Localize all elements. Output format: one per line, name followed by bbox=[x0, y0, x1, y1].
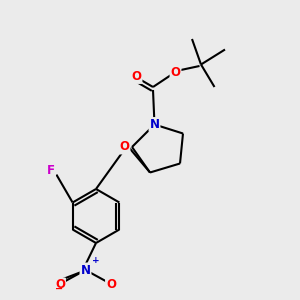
Text: O: O bbox=[55, 278, 65, 292]
Text: O: O bbox=[106, 278, 116, 292]
Text: N: N bbox=[149, 118, 160, 131]
Text: O: O bbox=[131, 70, 142, 83]
Text: −: − bbox=[55, 284, 63, 294]
Text: F: F bbox=[47, 164, 55, 178]
Text: O: O bbox=[170, 65, 181, 79]
Text: N: N bbox=[80, 263, 91, 277]
Text: O: O bbox=[119, 140, 130, 154]
Text: +: + bbox=[92, 256, 99, 266]
